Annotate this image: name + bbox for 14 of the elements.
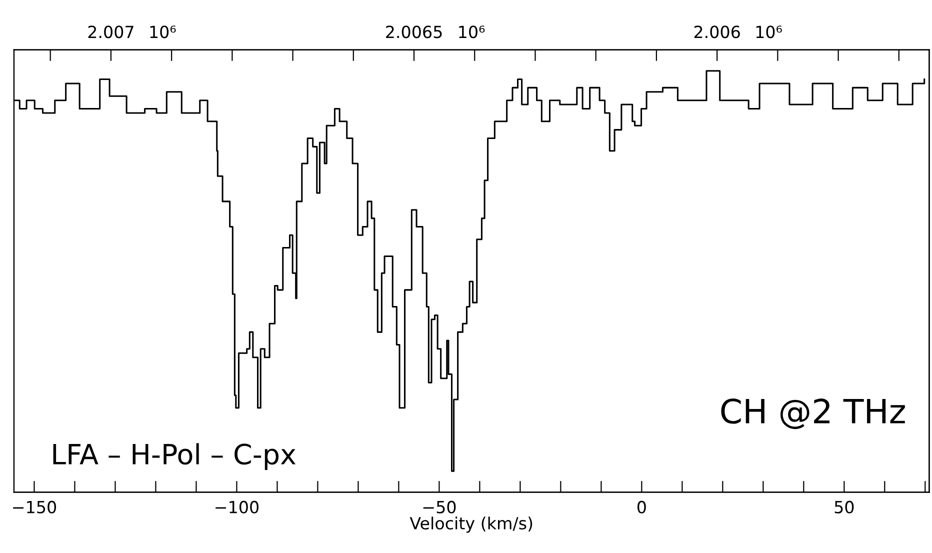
- annotation: LFA – H-Pol – C-px: [53, 443, 296, 470]
- x-tick-label: −100: [216, 500, 258, 514]
- x-tick-label: −50: [423, 500, 456, 514]
- x-tick-label: 0: [637, 500, 646, 514]
- x2-tick-label: 2.0065: [386, 26, 442, 38]
- text: 10⁶: [756, 26, 782, 38]
- x2-axis-title: 10⁶: [150, 26, 176, 38]
- x-tick-label: 50: [834, 500, 854, 514]
- x2-tick-label: 2.007: [88, 26, 134, 38]
- annotation: CH @2 THz: [721, 398, 905, 430]
- text: 10⁶: [459, 26, 485, 38]
- x2-tick-label: 2.006: [694, 26, 740, 38]
- x-axis-title: Velocity (km/s): [410, 516, 532, 533]
- x-tick-label: −150: [13, 500, 56, 514]
